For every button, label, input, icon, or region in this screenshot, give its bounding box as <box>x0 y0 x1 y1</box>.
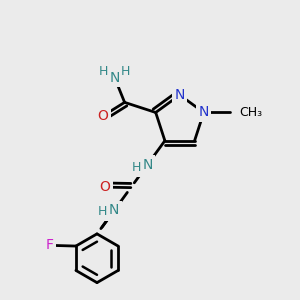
Text: O: O <box>98 109 109 123</box>
Text: H: H <box>121 64 130 77</box>
Text: H: H <box>99 64 108 77</box>
Text: H: H <box>98 206 107 218</box>
Text: F: F <box>45 238 53 253</box>
Text: H: H <box>131 161 141 174</box>
Text: N: N <box>110 70 120 85</box>
Text: N: N <box>109 203 119 218</box>
Text: CH₃: CH₃ <box>239 106 262 119</box>
Text: O: O <box>99 180 110 194</box>
Text: N: N <box>199 106 209 119</box>
Text: N: N <box>142 158 153 172</box>
Text: N: N <box>175 88 185 102</box>
